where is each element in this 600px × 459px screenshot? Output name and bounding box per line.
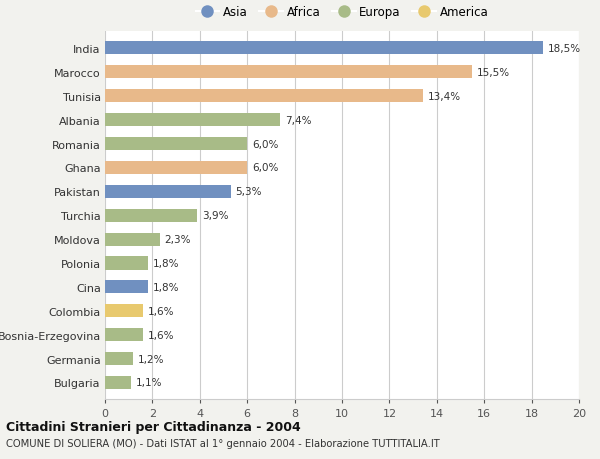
Bar [105, 209, 197, 222]
Text: 1,2%: 1,2% [138, 354, 164, 364]
Text: 1,6%: 1,6% [148, 330, 174, 340]
Bar [105, 114, 280, 127]
Bar [105, 162, 247, 174]
Bar [105, 328, 143, 341]
Text: 3,9%: 3,9% [202, 211, 229, 221]
Text: 7,4%: 7,4% [285, 115, 311, 125]
Bar [105, 352, 133, 365]
Bar [105, 42, 544, 56]
Text: 6,0%: 6,0% [252, 163, 278, 173]
Bar [105, 66, 472, 79]
Text: 1,8%: 1,8% [152, 282, 179, 292]
Text: COMUNE DI SOLIERA (MO) - Dati ISTAT al 1° gennaio 2004 - Elaborazione TUTTITALIA: COMUNE DI SOLIERA (MO) - Dati ISTAT al 1… [6, 438, 440, 448]
Text: 6,0%: 6,0% [252, 139, 278, 149]
Text: 5,3%: 5,3% [235, 187, 262, 197]
Legend: Asia, Africa, Europa, America: Asia, Africa, Europa, America [196, 6, 488, 19]
Text: 1,1%: 1,1% [136, 378, 163, 388]
Text: 18,5%: 18,5% [548, 44, 581, 54]
Bar [105, 90, 422, 103]
Bar [105, 281, 148, 294]
Bar [105, 233, 160, 246]
Text: 1,6%: 1,6% [148, 306, 174, 316]
Text: 15,5%: 15,5% [477, 67, 510, 78]
Text: 1,8%: 1,8% [152, 258, 179, 269]
Text: 13,4%: 13,4% [427, 91, 460, 101]
Bar [105, 376, 131, 389]
Bar [105, 185, 230, 198]
Text: Cittadini Stranieri per Cittadinanza - 2004: Cittadini Stranieri per Cittadinanza - 2… [6, 420, 301, 433]
Bar [105, 257, 148, 270]
Text: 2,3%: 2,3% [164, 235, 191, 245]
Bar [105, 138, 247, 151]
Bar [105, 305, 143, 318]
